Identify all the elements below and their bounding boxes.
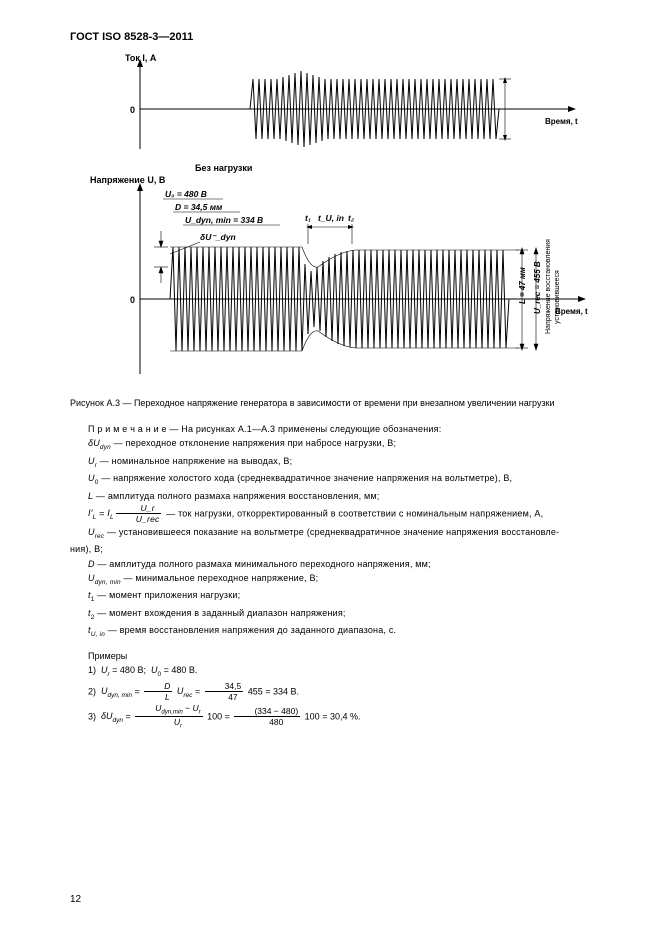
examples-title: Примеры: [70, 650, 613, 662]
fig2-sidetext: Напряжение восстановления: [545, 239, 552, 334]
note-7: D — амплитуда полного размаха минимально…: [70, 558, 613, 570]
fig2-Urec: U_rec = 455 В: [533, 261, 542, 314]
fig2-t1: t₁: [305, 213, 311, 223]
figure-current: Ток I, А 0 Время, t: [70, 49, 613, 159]
fig2-L: L = 47 мм: [518, 267, 527, 304]
fig2-udynmin: U_dyn, min = 334 В: [185, 215, 263, 225]
page-root: ГОСТ ISO 8528-3—2011 Ток I, А 0 Время, t: [0, 0, 661, 936]
note-10: t2 — момент вхождения в заданный диапазо…: [70, 607, 613, 623]
note-2: Ur — номинальное напряжение на выводах, …: [70, 455, 613, 471]
note-9: t1 — момент приложения нагрузки;: [70, 589, 613, 605]
fig2-noload: Без нагрузки: [195, 163, 252, 173]
note-8: Udyn, min — минимальное переходное напря…: [70, 572, 613, 588]
example-2: 2) Udyn, min = DL Urec = 34,547 455 = 33…: [70, 682, 613, 702]
document-header: ГОСТ ISO 8528-3—2011: [70, 30, 613, 45]
page-number: 12: [70, 893, 81, 907]
current-waveform-svg: Ток I, А 0 Время, t: [70, 49, 590, 159]
examples-block: Примеры 1) Ur = 480 В; U0 = 480 В. 2) Ud…: [70, 650, 613, 730]
note-6a: Urec — установившееся показание на вольт…: [70, 526, 613, 542]
example-1: 1) Ur = 480 В; U0 = 480 В.: [70, 664, 613, 680]
dU-bracket: [154, 231, 200, 283]
fig1-zero: 0: [130, 105, 135, 115]
figure-caption: Рисунок А.3 — Переходное напряжение гене…: [70, 397, 613, 409]
note-6b: ния), В;: [70, 543, 613, 555]
voltage-waveform-svg: Без нагрузки Напряжение U, В U₀ = 480 В …: [70, 159, 610, 389]
fig2-sidetext2: установившееся: [554, 270, 561, 324]
fig2-u0: U₀ = 480 В: [165, 189, 207, 199]
fig2-zero: 0: [130, 295, 135, 305]
fig2-t2: t₂: [348, 213, 355, 223]
fig2-ylabel: Напряжение U, В: [90, 175, 166, 185]
fig1-xlabel: Время, t: [545, 117, 578, 126]
example-3: 3) δUdyn = Udyn,min − UrUr 100 = (334 − …: [70, 704, 613, 731]
fig2-tUin: t_U, in: [318, 213, 344, 223]
note-intro: П р и м е ч а н и е — На рисунках А.1—А.…: [70, 423, 613, 435]
fig2-dU: δU⁻_dyn: [200, 232, 236, 242]
figure-voltage: Без нагрузки Напряжение U, В U₀ = 480 В …: [70, 159, 613, 389]
note-3: U0 — напряжение холостого хода (среднекв…: [70, 472, 613, 488]
note-5: I′L = ILU_rU_rec — ток нагрузки, откорре…: [70, 504, 613, 524]
note-1: δUdynδU_dyn — переходное отклонение напр…: [70, 437, 613, 453]
note-11: tU, in — время восстановления напряжения…: [70, 624, 613, 640]
fig2-d: D = 34,5 мм: [175, 202, 223, 212]
note-4: L — амплитуда полного размаха напряжения…: [70, 490, 613, 502]
fig1-ylabel: Ток I, А: [125, 53, 157, 63]
notes-block: П р и м е ч а н и е — На рисунках А.1—А.…: [70, 423, 613, 640]
